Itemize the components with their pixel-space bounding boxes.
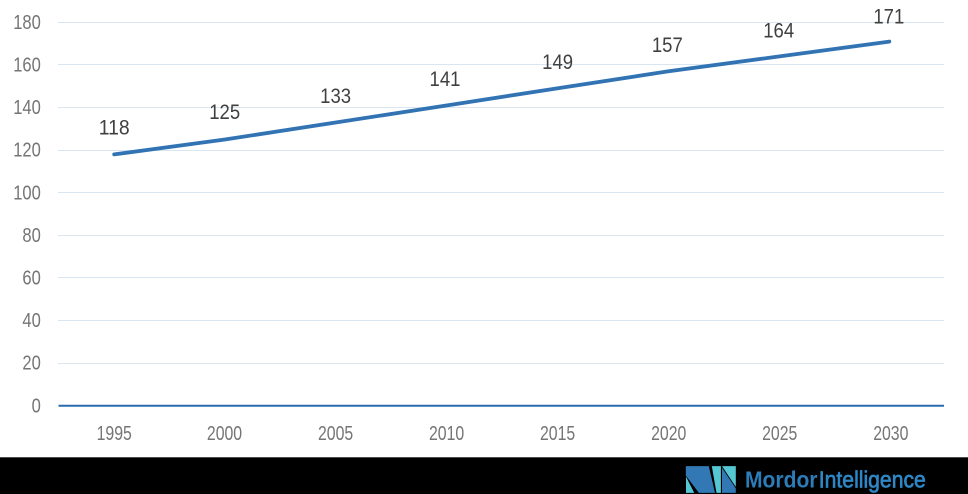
svg-text:40: 40 <box>22 310 40 332</box>
svg-text:60: 60 <box>22 268 40 290</box>
svg-text:133: 133 <box>320 85 351 108</box>
svg-text:20: 20 <box>22 353 40 375</box>
svg-text:125: 125 <box>209 101 240 124</box>
svg-text:118: 118 <box>99 117 130 140</box>
svg-text:80: 80 <box>22 225 40 247</box>
svg-text:2010: 2010 <box>429 423 464 445</box>
svg-text:171: 171 <box>873 6 904 29</box>
svg-text:2005: 2005 <box>318 423 353 445</box>
svg-text:141: 141 <box>430 68 461 91</box>
svg-text:149: 149 <box>542 51 573 74</box>
svg-text:2015: 2015 <box>540 423 575 445</box>
svg-text:157: 157 <box>652 34 683 57</box>
svg-text:2025: 2025 <box>762 423 797 445</box>
svg-text:2000: 2000 <box>207 423 242 445</box>
svg-text:120: 120 <box>13 140 41 162</box>
svg-text:Mordor: Mordor <box>745 467 818 493</box>
svg-text:0: 0 <box>32 395 41 417</box>
svg-text:2030: 2030 <box>873 423 908 445</box>
svg-text:160: 160 <box>13 55 41 77</box>
svg-text:164: 164 <box>763 19 794 42</box>
svg-text:1995: 1995 <box>97 423 132 445</box>
svg-text:100: 100 <box>13 182 41 204</box>
svg-text:2020: 2020 <box>651 423 686 445</box>
svg-text:Intelligence: Intelligence <box>819 467 926 493</box>
svg-text:180: 180 <box>13 12 41 34</box>
svg-text:140: 140 <box>13 97 41 119</box>
